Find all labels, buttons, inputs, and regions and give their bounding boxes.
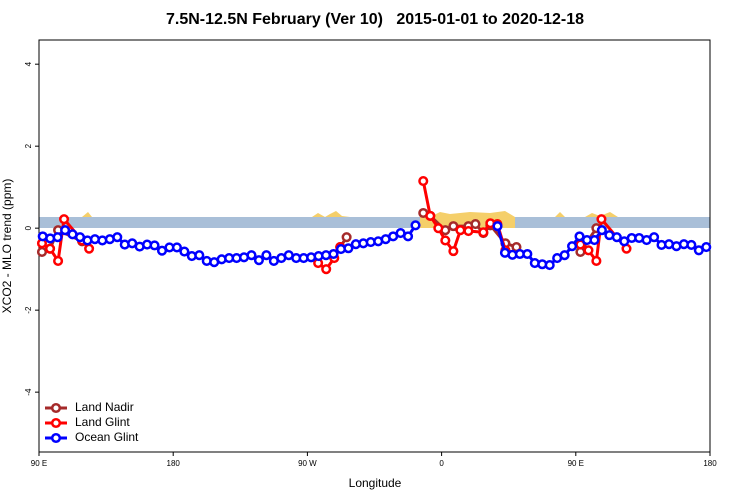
series-marker xyxy=(433,223,444,234)
ocean-band xyxy=(39,217,710,228)
series-marker xyxy=(418,175,429,187)
land-fill xyxy=(312,211,350,217)
y-axis-label: XCO2 - MLO trend (ppm) xyxy=(0,179,14,314)
series-marker xyxy=(649,232,660,243)
x-tick-label: 90 E xyxy=(568,459,584,468)
y-tick-label: -4 xyxy=(24,388,33,396)
series-marker xyxy=(261,250,272,261)
series-marker xyxy=(559,250,570,261)
series-marker xyxy=(36,246,48,257)
legend-marker xyxy=(50,417,62,429)
series-marker xyxy=(701,241,712,253)
series-marker xyxy=(492,221,503,232)
legend-marker xyxy=(50,432,62,444)
y-tick-label: 2 xyxy=(24,143,33,148)
series-marker xyxy=(321,264,332,275)
series-marker xyxy=(611,232,622,243)
legend-label: Land Glint xyxy=(75,415,130,429)
y-tick-label: -2 xyxy=(24,306,33,314)
series-marker xyxy=(686,239,697,251)
x-tick-label: 180 xyxy=(167,459,181,468)
legend-label: Land Nadir xyxy=(75,400,134,414)
series-marker xyxy=(591,255,602,267)
series-marker xyxy=(567,241,578,252)
series-marker xyxy=(522,248,533,260)
x-tick-label: 90 E xyxy=(31,459,47,468)
series-marker xyxy=(328,248,339,260)
series-marker xyxy=(171,242,182,253)
series-marker xyxy=(52,232,63,243)
series-marker xyxy=(544,260,555,271)
series-marker xyxy=(425,210,436,221)
series-marker xyxy=(596,225,607,236)
x-tick-label: 0 xyxy=(439,459,444,468)
series-marker xyxy=(455,225,466,236)
series-marker xyxy=(463,225,474,237)
y-tick-label: 4 xyxy=(24,61,33,66)
chart-title: 7.5N-12.5N February (Ver 10) 2015-01-01 … xyxy=(166,11,584,28)
series-marker xyxy=(179,246,190,257)
series-marker xyxy=(410,220,421,231)
series-marker xyxy=(59,214,70,225)
series-marker xyxy=(440,235,451,246)
x-tick-label: 90 W xyxy=(298,459,317,468)
series-marker xyxy=(341,232,352,243)
series-marker xyxy=(583,245,594,256)
x-tick-label: 180 xyxy=(703,459,717,468)
series-marker xyxy=(194,250,205,261)
series-marker xyxy=(60,225,71,236)
series-marker xyxy=(343,243,354,254)
x-axis-label: Longitude xyxy=(349,476,402,490)
series-marker xyxy=(84,243,95,254)
series-marker xyxy=(596,214,607,225)
land-fill xyxy=(82,212,92,217)
legend-label: Ocean Glint xyxy=(75,430,139,444)
series-marker xyxy=(403,231,414,242)
series-marker xyxy=(253,255,264,266)
series-marker xyxy=(44,243,56,254)
legend-marker xyxy=(50,402,62,414)
series-marker xyxy=(574,231,585,242)
series-marker xyxy=(53,255,64,267)
y-tick-label: 0 xyxy=(24,225,33,230)
series-marker xyxy=(112,232,123,243)
land-fill xyxy=(585,212,618,217)
series-marker xyxy=(478,227,489,238)
series-marker xyxy=(149,240,160,251)
background-layer xyxy=(39,211,710,228)
series-marker xyxy=(470,219,481,230)
series-marker xyxy=(589,235,600,246)
series-marker xyxy=(448,221,459,232)
series-marker xyxy=(246,250,257,261)
land-fill xyxy=(555,212,565,217)
series-marker xyxy=(448,246,459,257)
